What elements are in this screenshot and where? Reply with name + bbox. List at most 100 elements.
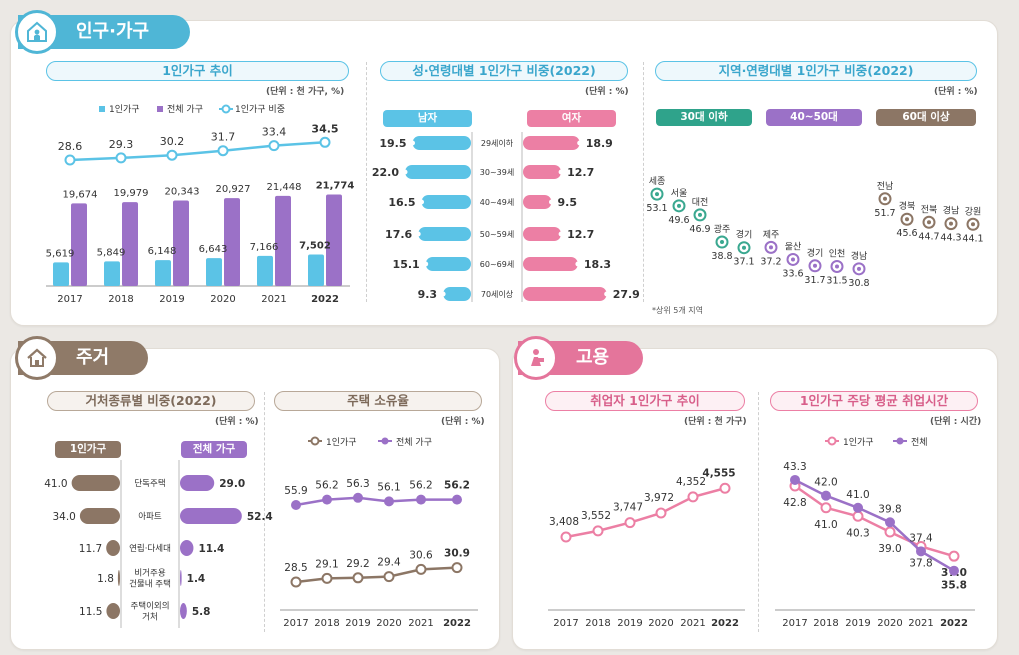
bar-all-2 [180, 540, 194, 556]
ratio-point-2017 [64, 154, 76, 166]
emp-xtick-2018: 2018 [585, 618, 610, 629]
chart6-unit: (단위 : 천 가구) [684, 417, 747, 427]
label-female-40~49세: 9.5 [558, 196, 578, 209]
label-male-40~49세: 16.5 [388, 196, 415, 209]
label-female-70세이상: 27.9 [613, 288, 640, 301]
bar-female-dot-60~69세 [575, 261, 581, 267]
hours-point-0-2019 [852, 510, 864, 522]
region-point-core-1-2 [813, 263, 817, 268]
label-total-2019: 20,343 [165, 187, 200, 198]
bar-single-2018 [104, 261, 120, 286]
emp-xtick-2022: 2022 [711, 618, 739, 629]
region-point-core-0-3 [720, 240, 724, 245]
label-single-0: 41.0 [44, 478, 67, 490]
region-name-0-3: 광주 [714, 223, 731, 235]
hours-label-1-2022: 35.8 [941, 580, 967, 592]
female-header: 여자 [527, 110, 616, 127]
region-name-1-4: 경남 [851, 250, 868, 262]
group-tab-60s: 60대 이상 [876, 109, 976, 126]
bar-female-60~69세 [523, 257, 578, 271]
region-name-1-1: 울산 [785, 241, 802, 252]
bar-single-2019 [155, 260, 171, 286]
own-label-0-2022: 30.9 [444, 548, 470, 560]
bar-male-40~49세 [421, 195, 471, 209]
own-point-0-2021 [415, 563, 427, 575]
emp-point-0-2020 [655, 507, 667, 519]
all-households-header: 전체 가구 [181, 441, 247, 458]
label-male-70세이상: 9.3 [418, 288, 438, 301]
label-all-4: 5.8 [192, 606, 211, 618]
ratio-label-2019: 30.2 [160, 135, 185, 148]
own-xtick-2018: 2018 [314, 618, 339, 629]
legend-label-2: 1인가구 비중 [235, 104, 285, 115]
own-label-0-2018: 29.1 [315, 558, 338, 570]
own-point-0-2019 [352, 572, 364, 584]
legend-marker [221, 104, 231, 114]
own-label-0-2020: 29.4 [377, 557, 401, 569]
bar-male-dot-40~49세 [419, 199, 424, 205]
age-label-30~39세: 30~39세 [480, 168, 514, 177]
label-single-2021: 7,166 [250, 242, 279, 253]
xtick-2018: 2018 [108, 294, 133, 305]
region-value-2-1: 45.6 [896, 228, 917, 239]
bar-female-70세이상 [523, 287, 607, 301]
emp-xtick-2020: 2020 [648, 618, 673, 629]
bar-single-2020 [206, 258, 222, 286]
label-total-2021: 21,448 [267, 182, 302, 193]
label-single-3: 1.8 [97, 573, 114, 585]
legend-label-1: 전체 가구 [167, 104, 203, 115]
hours-label-1-2017: 43.3 [783, 461, 806, 473]
bar-single-2 [106, 540, 120, 556]
hours-xtick-2022: 2022 [940, 618, 968, 629]
xtick-2021: 2021 [261, 294, 286, 305]
ratio-label-2020: 31.7 [211, 131, 236, 144]
hours-point-1-2017 [790, 474, 800, 485]
hours-point-1-2019 [853, 502, 863, 513]
age-label-40~49세: 40~49세 [480, 198, 514, 207]
hours-label-1-2021: 37.4 [909, 532, 933, 544]
hours-label-1-2018: 42.0 [814, 477, 837, 489]
bar-male-50~59세 [418, 227, 471, 241]
group-tab-30s: 30대 이하 [656, 109, 752, 126]
region-value-1-2: 31.7 [804, 275, 825, 286]
region-point-core-2-4 [971, 222, 975, 227]
chart7-title: 1인가구 주당 평균 취업시간 [770, 391, 978, 411]
region-value-0-2: 46.9 [689, 224, 710, 235]
xtick-2020: 2020 [210, 294, 235, 305]
own-point-1-2022 [452, 494, 462, 505]
region-value-0-4: 37.1 [733, 257, 754, 268]
legend-label-0: 1인가구 [109, 104, 140, 115]
emp-xtick-2019: 2019 [617, 618, 642, 629]
region-point-core-2-0 [883, 196, 887, 201]
bar-total-2017 [71, 203, 87, 286]
region-name-1-3: 인천 [829, 248, 846, 259]
hours-label-0-2021: 37.8 [909, 558, 932, 570]
bar-single-1 [79, 508, 120, 524]
label-total-2018: 19,979 [114, 188, 149, 199]
group-tab-40-50s: 40~50대 [766, 109, 862, 126]
bar-single-3 [117, 570, 120, 586]
bar-male-70세이상 [443, 287, 471, 301]
single-household-header: 1인가구 [55, 441, 121, 458]
hours-point-1-2022 [949, 565, 959, 576]
chart5-unit: (단위 : %) [441, 417, 485, 427]
bar-female-dot-50~59세 [558, 231, 564, 237]
bar-total-2020 [224, 198, 240, 286]
bar-total-2021 [275, 195, 291, 286]
own-label-1-2017: 55.9 [284, 485, 307, 497]
bar-single-2017 [53, 262, 69, 286]
region-value-0-3: 38.8 [711, 251, 732, 262]
region-value-0-1: 49.6 [668, 215, 689, 226]
dwelling-label-4-1: 거처 [142, 613, 158, 623]
own-label-1-2022: 56.2 [444, 480, 470, 492]
region-name-0-4: 경기 [736, 229, 753, 241]
bar-male-30~39세 [405, 165, 471, 179]
region-point-core-1-3 [835, 264, 839, 269]
region-point-core-0-1 [677, 203, 681, 208]
label-single-2022: 7,502 [299, 240, 331, 251]
region-value-1-3: 31.5 [826, 275, 847, 286]
legend-label-1: 전체 [911, 437, 928, 448]
ratio-label-2017: 28.6 [58, 140, 83, 153]
ratio-line [69, 141, 326, 162]
